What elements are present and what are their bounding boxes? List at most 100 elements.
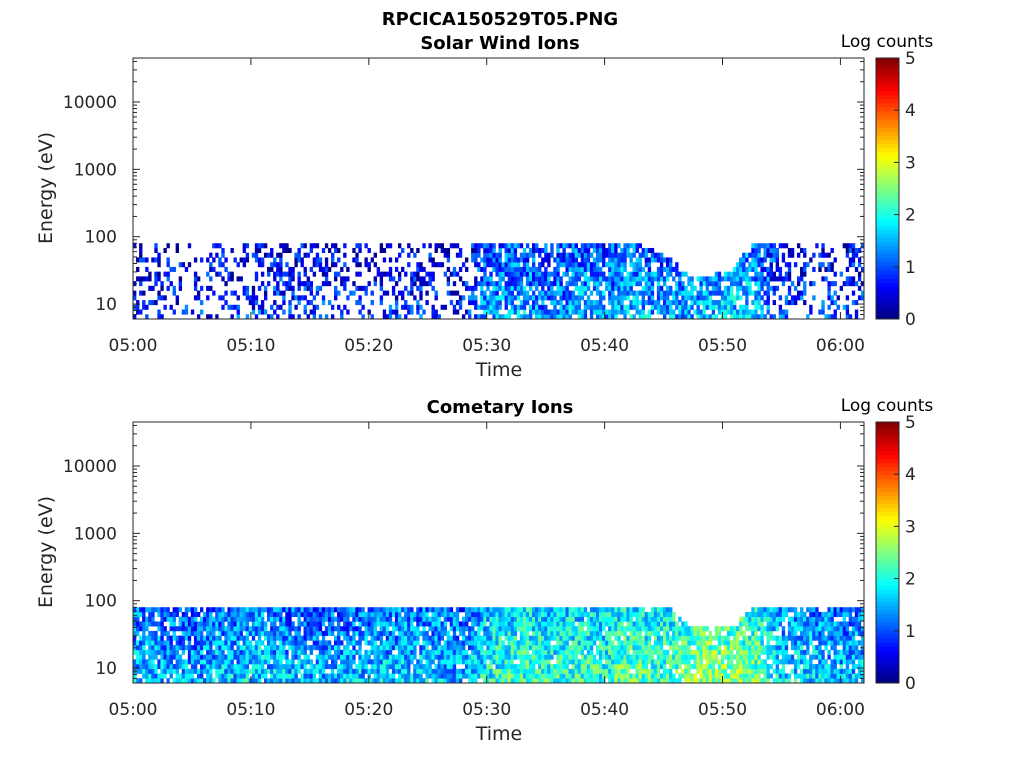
spectrogram-cell: [556, 271, 560, 277]
spectrogram-cell: [599, 616, 603, 622]
spectrogram-cell: [583, 654, 588, 660]
spectrogram-cell: [483, 243, 487, 249]
spectrogram-cell: [407, 668, 411, 674]
spectrogram-cell: [145, 257, 149, 263]
spectrogram-cell: [303, 678, 307, 684]
spectrogram-cell: [178, 616, 183, 622]
spectrogram-cell: [318, 314, 323, 320]
spectrogram-cell: [656, 645, 661, 651]
spectrogram-cell: [312, 295, 317, 301]
spectrogram-cell: [684, 314, 688, 320]
spectrogram-cell: [666, 257, 670, 263]
spectrogram-cell: [480, 304, 484, 310]
spectrogram-cell: [474, 649, 478, 655]
spectrogram-cell: [538, 626, 542, 632]
spectrogram-cell: [553, 281, 557, 287]
spectrogram-cell: [242, 616, 246, 622]
spectrogram-cell: [136, 616, 140, 622]
spectrogram-cell: [471, 640, 475, 646]
spectrogram-cell: [288, 309, 292, 315]
spectrogram-cell: [553, 635, 557, 641]
spectrogram-cell: [541, 630, 545, 636]
colorbar-segment: [876, 102, 899, 108]
spectrogram-cell: [330, 664, 335, 670]
spectrogram-cell: [139, 607, 143, 613]
spectrogram-cell: [568, 635, 572, 641]
spectrogram-cell: [544, 630, 548, 636]
spectrogram-cell: [592, 673, 597, 679]
spectrogram-cell: [653, 616, 658, 622]
spectrogram-cell: [471, 616, 475, 622]
spectrogram-cell: [568, 266, 572, 272]
spectrogram-cell: [516, 266, 521, 272]
spectrogram-cell: [541, 271, 545, 277]
spectrogram-cell: [133, 295, 137, 301]
spectrogram-cell: [541, 304, 545, 310]
spectrogram-cell: [413, 678, 417, 684]
spectrogram-cell: [157, 635, 161, 641]
spectrogram-cell: [748, 611, 752, 618]
spectrogram-cell: [565, 640, 569, 646]
spectrogram-cell: [495, 262, 499, 268]
spectrogram-cell: [592, 616, 597, 622]
spectrogram-cell: [373, 630, 377, 636]
spectrogram-cell: [504, 654, 508, 660]
spectrogram-cell: [401, 640, 405, 646]
spectrogram-cell: [690, 295, 694, 301]
spectrogram-cell: [443, 304, 448, 310]
spectrogram-cell: [562, 309, 566, 315]
spectrogram-cell: [571, 645, 575, 651]
spectrogram-cell: [541, 664, 545, 670]
spectrogram-cell: [559, 243, 563, 249]
spectrogram-cell: [659, 640, 664, 646]
spectrogram-cell: [507, 257, 511, 263]
spectrogram-cell: [638, 262, 642, 268]
spectrogram-cell: [708, 640, 713, 646]
spectrogram-cell: [669, 607, 673, 613]
spectrogram-cell: [599, 630, 603, 636]
spectrogram-cell: [538, 252, 542, 258]
spectrogram-cell: [708, 659, 713, 665]
spectrogram-cell: [519, 678, 524, 684]
spectrogram-cell: [142, 668, 146, 674]
spectrogram-cell: [513, 243, 518, 249]
spectrogram-cell: [614, 664, 618, 670]
spectrogram-cell: [577, 295, 582, 301]
spectrogram-cell: [626, 285, 630, 291]
spectrogram-cell: [227, 276, 231, 282]
spectrogram-cell: [407, 673, 411, 679]
spectrogram-cell: [565, 243, 569, 249]
spectrogram-cell: [696, 635, 700, 641]
spectrogram-cell: [407, 252, 411, 258]
spectrogram-cell: [175, 649, 179, 655]
spectrogram-cell: [379, 243, 384, 249]
spectrogram-cell: [653, 607, 658, 613]
spectrogram-cell: [535, 271, 539, 277]
spectrogram-cell: [455, 271, 460, 277]
spectrogram-cell: [623, 309, 627, 315]
spectrogram-cell: [532, 304, 536, 310]
spectrogram-cell: [209, 266, 213, 272]
spectrogram-cell: [635, 616, 639, 622]
spectrogram-cell: [565, 635, 569, 641]
spectrogram-cell: [510, 290, 515, 296]
spectrogram-cell: [327, 649, 332, 655]
spectrogram-cell: [492, 678, 496, 684]
spectrogram-cell: [708, 649, 713, 655]
spectrogram-cell: [136, 309, 140, 315]
spectrogram-cell: [251, 645, 256, 651]
spectrogram-cell: [669, 314, 673, 320]
spectrogram-cell: [821, 262, 825, 268]
spectrogram-cell: [382, 616, 387, 622]
spectrogram-cell: [547, 630, 551, 636]
spectrogram-cell: [300, 673, 304, 679]
spectrogram-cell: [321, 266, 326, 272]
spectrogram-cell: [696, 304, 700, 310]
spectrogram-cell: [775, 257, 780, 263]
spectrogram-cell: [513, 295, 518, 301]
spectrogram-cell: [659, 285, 664, 291]
spectrogram-cell: [635, 621, 639, 627]
spectrogram-cell: [187, 616, 192, 622]
spectrogram-cell: [245, 616, 250, 622]
spectrogram-cell: [702, 673, 706, 679]
